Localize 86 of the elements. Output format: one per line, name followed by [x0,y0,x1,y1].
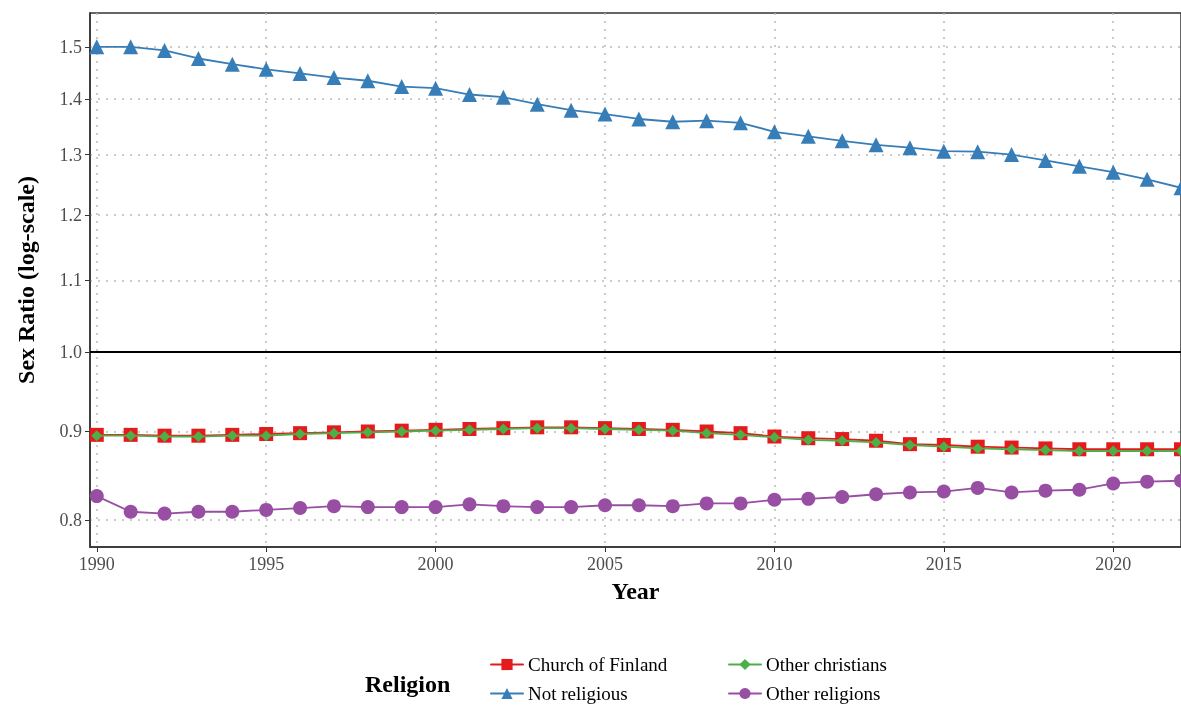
point [293,501,308,516]
point [258,61,274,77]
point [1140,474,1155,489]
point [1038,483,1053,498]
point [733,115,749,131]
point [89,489,104,504]
y-axis-title: Sex Ratio (log-scale) [13,176,39,384]
point [970,144,986,160]
point [835,490,850,504]
point [157,506,172,521]
point [225,504,240,519]
x-tick-label: 2020 [1095,554,1132,574]
point [462,497,477,512]
point [224,56,240,72]
point [766,124,782,140]
x-tick-label: 2000 [417,554,454,574]
point [1072,482,1087,497]
y-tick-label: 1.0 [59,342,82,363]
legend-label: Other christians [766,654,887,675]
point [902,140,918,156]
point [564,500,579,515]
point [767,492,782,507]
point [292,65,308,81]
point [529,96,545,112]
point [733,496,748,511]
point [631,498,646,513]
point [360,73,376,89]
point [394,500,409,515]
x-tick-label: 2015 [925,554,962,574]
y-tick-label: 0.8 [59,510,82,531]
point [563,102,579,118]
y-tick-label: 1.2 [59,204,82,225]
point [699,496,714,511]
point [89,39,105,55]
point [699,113,715,129]
point [191,504,206,519]
point [800,128,816,144]
y-tick-label: 0.9 [59,421,82,442]
point [428,500,443,515]
x-tick-label: 2010 [756,554,793,574]
point [495,89,511,105]
point [834,133,850,149]
point [530,500,545,515]
point [936,484,951,499]
point [1105,164,1121,180]
point [259,502,274,517]
point [461,87,477,103]
point [665,114,681,130]
point [326,70,342,86]
y-tick-label: 1.3 [59,144,82,165]
y-tick-label: 1.1 [59,270,82,291]
point [428,80,444,96]
point [631,111,647,127]
point [360,500,375,515]
y-tick-label: 1.5 [59,36,82,57]
y-tick-label: 1.4 [59,88,82,109]
legend-label: Not religious [528,683,628,704]
point [1037,152,1053,168]
point [1106,476,1121,491]
x-tick-label: 2005 [587,554,624,574]
point [1071,158,1087,174]
legend-label: Church of Finland [528,654,668,675]
x-axis-title: Year [611,578,660,604]
point [123,39,139,55]
point [598,498,613,513]
x-tick-label: 1990 [78,554,115,574]
x-tick-label: 1995 [248,554,285,574]
legend-title: Religion [365,671,451,697]
point [936,143,952,159]
point [157,42,173,58]
point [869,487,884,502]
legend-label: Other religions [766,683,881,704]
point [1004,485,1019,500]
point [597,106,613,122]
point [1004,147,1020,163]
point [868,137,884,153]
point [970,480,985,495]
point [1139,171,1155,187]
point [326,499,341,514]
point [123,504,138,519]
point [394,79,410,95]
point [190,51,206,66]
point [902,485,917,500]
point [496,499,511,514]
point [665,499,680,514]
point [801,491,816,506]
